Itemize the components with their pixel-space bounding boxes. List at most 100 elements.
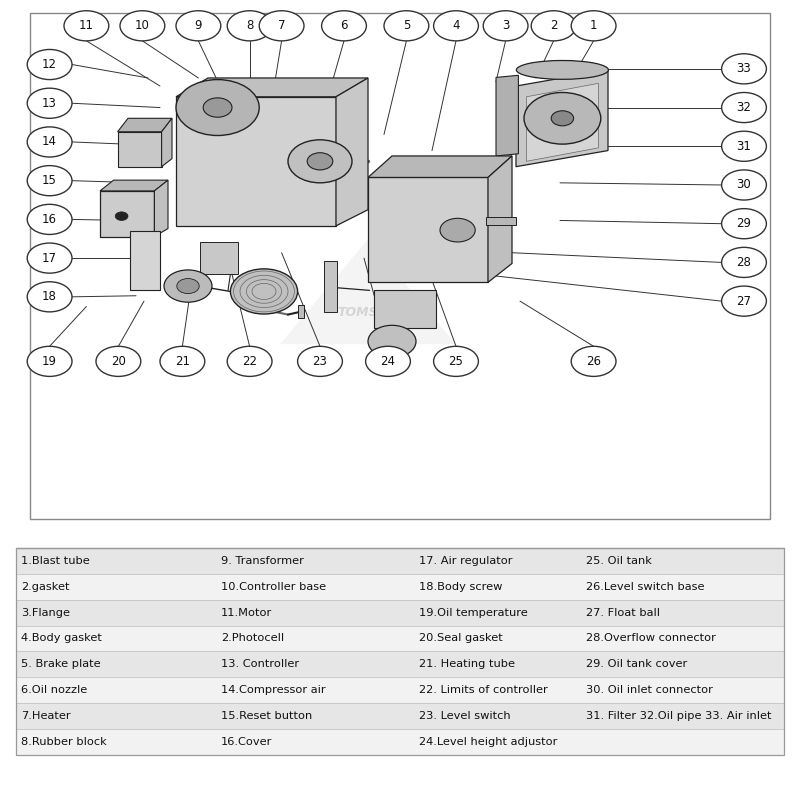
Polygon shape [368, 156, 512, 177]
Text: 4: 4 [452, 20, 460, 32]
Circle shape [27, 88, 72, 119]
Polygon shape [324, 261, 337, 312]
Circle shape [722, 247, 766, 277]
Polygon shape [280, 239, 456, 344]
Text: 30. Oil inlet connector: 30. Oil inlet connector [586, 685, 713, 696]
Text: TOMSUD: TOMSUD [338, 306, 398, 319]
Circle shape [524, 93, 601, 144]
Polygon shape [100, 180, 168, 191]
Text: 8: 8 [246, 20, 254, 32]
Text: 21. Heating tube: 21. Heating tube [419, 659, 515, 670]
Circle shape [230, 268, 298, 314]
Circle shape [176, 79, 259, 136]
Text: 11: 11 [79, 20, 94, 32]
Text: 19: 19 [42, 355, 57, 368]
Circle shape [722, 131, 766, 162]
Circle shape [722, 209, 766, 239]
Text: 20.Seal gasket: 20.Seal gasket [419, 633, 503, 644]
Text: 18: 18 [42, 290, 57, 303]
Circle shape [27, 243, 72, 273]
Text: 25. Oil tank: 25. Oil tank [586, 556, 651, 566]
Text: 8.Rubber block: 8.Rubber block [21, 737, 106, 747]
Polygon shape [496, 75, 518, 156]
Polygon shape [486, 217, 516, 225]
Circle shape [307, 153, 333, 170]
Circle shape [27, 282, 72, 312]
Circle shape [322, 11, 366, 41]
Text: 2.Photocell: 2.Photocell [221, 633, 284, 644]
Text: 11.Motor: 11.Motor [221, 608, 272, 618]
Text: 16: 16 [42, 213, 57, 226]
Bar [16, 677, 784, 703]
Text: 5: 5 [402, 20, 410, 32]
Circle shape [64, 11, 109, 41]
Circle shape [722, 54, 766, 84]
Text: 2.gasket: 2.gasket [21, 582, 70, 592]
Text: 22. Limits of controller: 22. Limits of controller [419, 685, 548, 696]
Text: 26.Level switch base: 26.Level switch base [586, 582, 704, 592]
Circle shape [120, 11, 165, 41]
Circle shape [96, 346, 141, 377]
Circle shape [368, 325, 416, 358]
Text: 33: 33 [737, 62, 751, 75]
Text: 13. Controller: 13. Controller [221, 659, 299, 670]
Bar [16, 703, 784, 729]
Circle shape [27, 127, 72, 157]
Text: 28.Overflow connector: 28.Overflow connector [586, 633, 715, 644]
Circle shape [531, 11, 576, 41]
Circle shape [27, 49, 72, 79]
Circle shape [160, 346, 205, 377]
Circle shape [27, 346, 72, 377]
Circle shape [227, 11, 272, 41]
Text: 10: 10 [135, 20, 150, 32]
Text: 17. Air regulator: 17. Air regulator [419, 556, 513, 566]
Polygon shape [336, 78, 368, 226]
Polygon shape [374, 290, 436, 328]
Bar [16, 548, 784, 755]
Text: 31: 31 [737, 140, 751, 153]
Text: 6: 6 [340, 20, 348, 32]
Text: 4.Body gasket: 4.Body gasket [21, 633, 102, 644]
Text: 29. Oil tank cover: 29. Oil tank cover [586, 659, 687, 670]
Bar [16, 548, 784, 574]
Circle shape [259, 11, 304, 41]
Text: 15.Reset button: 15.Reset button [221, 711, 312, 721]
Circle shape [434, 346, 478, 377]
Text: 12: 12 [42, 58, 57, 71]
Circle shape [551, 111, 574, 126]
Text: 10.Controller base: 10.Controller base [221, 582, 326, 592]
Text: 23: 23 [313, 355, 327, 368]
Bar [16, 600, 784, 626]
Text: 1: 1 [590, 20, 598, 32]
Bar [16, 729, 784, 755]
Circle shape [176, 11, 221, 41]
Text: 5. Brake plate: 5. Brake plate [21, 659, 101, 670]
Text: 14.Compressor air: 14.Compressor air [221, 685, 326, 696]
Text: 3.Flange: 3.Flange [21, 608, 70, 618]
Text: 28: 28 [737, 256, 751, 269]
Circle shape [203, 98, 232, 117]
Text: 24.Level height adjustor: 24.Level height adjustor [419, 737, 558, 747]
Circle shape [722, 286, 766, 316]
Circle shape [483, 11, 528, 41]
Bar [16, 652, 784, 677]
Polygon shape [176, 97, 336, 226]
Text: 18.Body screw: 18.Body screw [419, 582, 502, 592]
Text: 29: 29 [737, 217, 751, 230]
Text: 22: 22 [242, 355, 257, 368]
Text: 3: 3 [502, 20, 510, 32]
Polygon shape [176, 78, 368, 97]
Text: 2: 2 [550, 20, 558, 32]
Text: 9. Transformer: 9. Transformer [221, 556, 304, 566]
Circle shape [571, 346, 616, 377]
Text: 6.Oil nozzle: 6.Oil nozzle [21, 685, 87, 696]
Circle shape [722, 170, 766, 200]
Polygon shape [516, 70, 608, 166]
Circle shape [164, 270, 212, 302]
Polygon shape [488, 156, 512, 283]
Circle shape [177, 279, 199, 294]
Text: 15: 15 [42, 174, 57, 187]
Circle shape [384, 11, 429, 41]
Circle shape [27, 166, 72, 195]
Polygon shape [118, 119, 172, 132]
